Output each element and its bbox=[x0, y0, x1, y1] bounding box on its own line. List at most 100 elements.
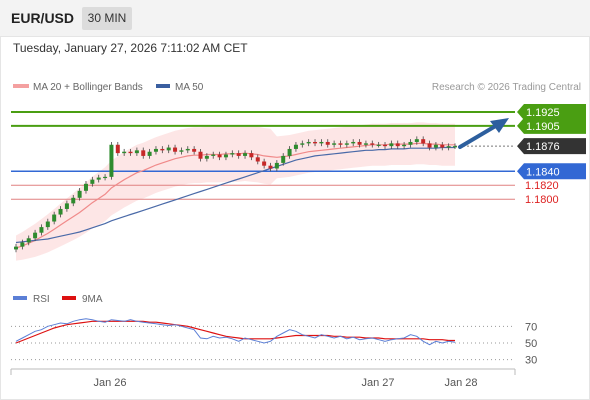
forecast-arrow-icon bbox=[458, 118, 509, 149]
rsi-line bbox=[15, 318, 456, 346]
candle bbox=[402, 141, 407, 149]
rsi-level-label: 30 bbox=[525, 355, 537, 367]
candle bbox=[370, 140, 375, 148]
candle bbox=[433, 141, 438, 151]
candle bbox=[243, 150, 248, 159]
candle bbox=[319, 139, 324, 147]
level-labels: 1.1925 1.1905 1.1876 1.1840 1.1820 1.1800 bbox=[517, 103, 586, 206]
candle bbox=[262, 158, 267, 169]
candle bbox=[255, 154, 260, 165]
candle bbox=[300, 140, 305, 148]
candle bbox=[395, 140, 400, 149]
candle bbox=[20, 239, 25, 250]
ma20-legend-label: MA 20 + Bollinger Bands bbox=[33, 82, 143, 93]
candle bbox=[293, 141, 298, 152]
candle bbox=[71, 195, 76, 207]
candle bbox=[77, 188, 82, 201]
candle bbox=[421, 136, 426, 147]
candle bbox=[268, 162, 273, 172]
bollinger-band-area bbox=[16, 122, 455, 261]
candle bbox=[58, 206, 63, 218]
candle bbox=[376, 141, 381, 148]
candle bbox=[26, 235, 31, 246]
candle bbox=[357, 139, 362, 148]
candle bbox=[344, 140, 349, 148]
candle bbox=[185, 146, 190, 154]
svg-text:1.1905: 1.1905 bbox=[526, 121, 560, 133]
candle bbox=[249, 150, 254, 161]
candle bbox=[83, 181, 88, 194]
candle bbox=[306, 139, 311, 147]
candle bbox=[211, 151, 216, 159]
candle bbox=[287, 146, 292, 159]
candle bbox=[313, 139, 318, 147]
candle bbox=[338, 140, 343, 148]
svg-text:1.1876: 1.1876 bbox=[526, 141, 560, 153]
symbol-title: EUR/USD bbox=[11, 10, 75, 26]
candle bbox=[414, 136, 419, 145]
candle bbox=[90, 176, 95, 187]
candle bbox=[230, 150, 235, 158]
candle bbox=[274, 160, 279, 172]
candle bbox=[427, 140, 432, 151]
candle bbox=[351, 139, 356, 147]
svg-text:1.1820: 1.1820 bbox=[525, 180, 559, 192]
level-label-1-1905: 1.1905 bbox=[517, 117, 586, 134]
svg-text:1.1840: 1.1840 bbox=[526, 166, 560, 178]
candle bbox=[153, 146, 158, 155]
candle bbox=[383, 141, 388, 149]
bollinger-bands bbox=[16, 122, 455, 261]
rsi-ma-legend-label: 9MA bbox=[82, 294, 103, 305]
x-tick-label: Jan 27 bbox=[361, 377, 394, 389]
candle bbox=[33, 229, 38, 242]
candle bbox=[179, 147, 184, 155]
candle bbox=[52, 211, 57, 225]
credit-text: Research © 2026 Trading Central bbox=[432, 82, 581, 93]
candle bbox=[332, 140, 337, 148]
candle bbox=[96, 174, 101, 183]
rsi-panel: 70 50 30 bbox=[11, 318, 537, 367]
candle bbox=[147, 148, 152, 159]
candle bbox=[446, 143, 451, 151]
candle bbox=[223, 151, 228, 161]
x-tick-label: Jan 26 bbox=[93, 377, 126, 389]
rsi-level-label: 50 bbox=[525, 338, 537, 350]
x-tick-label: Jan 28 bbox=[444, 377, 477, 389]
level-label-1-1840: 1.1840 bbox=[517, 163, 586, 180]
candle bbox=[204, 153, 209, 162]
candle bbox=[173, 144, 178, 155]
candle bbox=[14, 243, 18, 253]
candle bbox=[115, 141, 120, 156]
moving-averages bbox=[15, 142, 455, 249]
candle bbox=[45, 218, 50, 230]
candle bbox=[103, 174, 108, 181]
candle bbox=[198, 148, 203, 162]
candle bbox=[408, 139, 413, 148]
candle bbox=[128, 148, 133, 156]
candle bbox=[236, 150, 241, 159]
candle bbox=[440, 141, 445, 151]
svg-text:1.1800: 1.1800 bbox=[525, 194, 559, 206]
candle bbox=[325, 139, 330, 148]
ma50-legend-label: MA 50 bbox=[175, 82, 204, 93]
candle bbox=[134, 147, 139, 156]
rsi-level-label: 70 bbox=[525, 321, 537, 333]
svg-text:1.1925: 1.1925 bbox=[526, 107, 560, 119]
candle bbox=[217, 151, 222, 161]
candle bbox=[64, 200, 69, 212]
ma20-line bbox=[15, 142, 455, 249]
candle bbox=[363, 140, 368, 148]
level-label-1-1800: 1.1800 bbox=[525, 194, 559, 206]
level-label-1-1876: 1.1876 bbox=[517, 138, 586, 155]
rsi-legend-label: RSI bbox=[33, 294, 50, 305]
ma50-line bbox=[15, 146, 455, 244]
chart-datetime: Tuesday, January 27, 2026 7:11:02 AM CET bbox=[13, 41, 248, 55]
candle bbox=[281, 153, 286, 166]
rsi-ma-line bbox=[15, 320, 455, 344]
timeframe-badge[interactable]: 30 MIN bbox=[82, 7, 132, 30]
candle bbox=[166, 144, 171, 154]
candle bbox=[122, 148, 127, 156]
candle bbox=[39, 224, 44, 236]
candle bbox=[109, 141, 114, 180]
